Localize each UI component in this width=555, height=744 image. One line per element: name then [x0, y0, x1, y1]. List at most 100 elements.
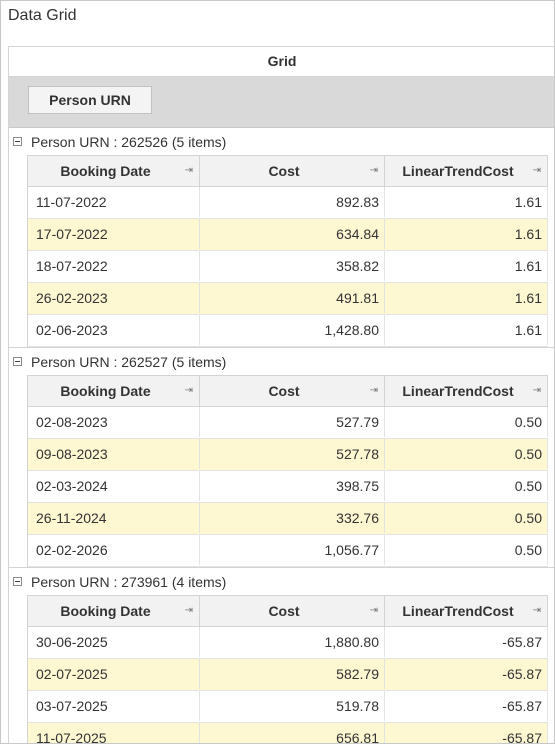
table-row[interactable]: 02-08-2023 527.79 0.50 — [28, 407, 548, 439]
table-row[interactable]: 30-06-2025 1,880.80 -65.87 — [28, 627, 548, 659]
cell-booking-date[interactable]: 03-07-2025 — [28, 691, 200, 721]
cell-cost[interactable]: 582.79 — [200, 659, 385, 689]
column-header-label: Cost — [268, 163, 300, 179]
grid-control: Grid Person URN Person URN : 262526 (5 i… — [8, 46, 554, 743]
collapse-icon[interactable] — [13, 357, 22, 366]
pin-column-icon[interactable]: ⇥ — [184, 605, 193, 616]
table-row[interactable]: 17-07-2022 634.84 1.61 — [28, 219, 548, 251]
table-row[interactable]: 26-02-2023 491.81 1.61 — [28, 283, 548, 315]
cell-linear-trend-cost[interactable]: 1.61 — [385, 283, 548, 313]
table-row[interactable]: 02-02-2026 1,056.77 0.50 — [28, 535, 548, 567]
column-header-row: Booking Date ⇥ Cost ⇥ LinearTrendCost ⇥ — [28, 155, 548, 187]
table-row[interactable]: 26-11-2024 332.76 0.50 — [28, 503, 548, 535]
cell-cost[interactable]: 491.81 — [200, 283, 385, 313]
table-row[interactable]: 02-06-2023 1,428.80 1.61 — [28, 315, 548, 347]
cell-cost[interactable]: 892.83 — [200, 187, 385, 217]
group-label: Person URN : 273961 (4 items) — [31, 574, 227, 590]
column-header-label: Booking Date — [60, 383, 151, 399]
grouped-rows: Person URN : 262526 (5 items) Booking Dat… — [9, 128, 554, 743]
cell-cost[interactable]: 527.79 — [200, 407, 385, 437]
pin-column-icon[interactable]: ⇥ — [532, 605, 541, 616]
cell-booking-date[interactable]: 17-07-2022 — [28, 219, 200, 249]
group-label: Person URN : 262527 (5 items) — [31, 354, 227, 370]
cell-booking-date[interactable]: 26-11-2024 — [28, 503, 200, 533]
cell-linear-trend-cost[interactable]: 0.50 — [385, 535, 548, 565]
table-row[interactable]: 02-07-2025 582.79 -65.87 — [28, 659, 548, 691]
cell-booking-date[interactable]: 02-07-2025 — [28, 659, 200, 689]
pin-column-icon[interactable]: ⇥ — [532, 165, 541, 176]
cell-linear-trend-cost[interactable]: 0.50 — [385, 503, 548, 533]
cell-cost[interactable]: 634.84 — [200, 219, 385, 249]
cell-linear-trend-cost[interactable]: 1.61 — [385, 315, 548, 345]
table-row[interactable]: 09-08-2023 527.78 0.50 — [28, 439, 548, 471]
group-header-row[interactable]: Person URN : 262527 (5 items) — [9, 348, 554, 375]
cell-cost[interactable]: 519.78 — [200, 691, 385, 721]
column-header-row: Booking Date ⇥ Cost ⇥ LinearTrendCost ⇥ — [28, 595, 548, 627]
column-header-label: LinearTrendCost — [402, 603, 514, 619]
table-row[interactable]: 11-07-2022 892.83 1.61 — [28, 187, 548, 219]
cell-booking-date[interactable]: 09-08-2023 — [28, 439, 200, 469]
cell-booking-date[interactable]: 18-07-2022 — [28, 251, 200, 281]
pin-column-icon[interactable]: ⇥ — [369, 385, 378, 396]
header-booking-date[interactable]: Booking Date ⇥ — [28, 376, 200, 406]
cell-cost[interactable]: 1,880.80 — [200, 627, 385, 657]
cell-booking-date[interactable]: 02-06-2023 — [28, 315, 200, 345]
pin-column-icon[interactable]: ⇥ — [369, 165, 378, 176]
cell-cost[interactable]: 332.76 — [200, 503, 385, 533]
cell-linear-trend-cost[interactable]: 0.50 — [385, 471, 548, 501]
cell-linear-trend-cost[interactable]: 1.61 — [385, 219, 548, 249]
cell-cost[interactable]: 527.78 — [200, 439, 385, 469]
cell-cost[interactable]: 1,056.77 — [200, 535, 385, 565]
pin-column-icon[interactable]: ⇥ — [184, 385, 193, 396]
header-linear-trend-cost[interactable]: LinearTrendCost ⇥ — [385, 156, 548, 186]
grid-caption: Grid — [9, 47, 554, 77]
cell-linear-trend-cost[interactable]: 1.61 — [385, 187, 548, 217]
column-header-label: Cost — [268, 383, 300, 399]
column-header-label: LinearTrendCost — [402, 383, 514, 399]
header-linear-trend-cost[interactable]: LinearTrendCost ⇥ — [385, 376, 548, 406]
header-cost[interactable]: Cost ⇥ — [200, 376, 385, 406]
cell-cost[interactable]: 358.82 — [200, 251, 385, 281]
group-table: Booking Date ⇥ Cost ⇥ LinearTrendCost ⇥ 11-07-… — [27, 155, 548, 347]
pin-column-icon[interactable]: ⇥ — [532, 385, 541, 396]
table-row[interactable]: 11-07-2025 656.81 -65.87 — [28, 723, 548, 743]
cell-booking-date[interactable]: 26-02-2023 — [28, 283, 200, 313]
cell-linear-trend-cost[interactable]: -65.87 — [385, 723, 548, 743]
cell-booking-date[interactable]: 02-03-2024 — [28, 471, 200, 501]
cell-linear-trend-cost[interactable]: 1.61 — [385, 251, 548, 281]
cell-linear-trend-cost[interactable]: 0.50 — [385, 407, 548, 437]
cell-linear-trend-cost[interactable]: -65.87 — [385, 659, 548, 689]
header-cost[interactable]: Cost ⇥ — [200, 156, 385, 186]
header-booking-date[interactable]: Booking Date ⇥ — [28, 156, 200, 186]
cell-booking-date[interactable]: 11-07-2025 — [28, 723, 200, 743]
group-label: Person URN : 262526 (5 items) — [31, 134, 227, 150]
cell-booking-date[interactable]: 02-02-2026 — [28, 535, 200, 565]
cell-booking-date[interactable]: 30-06-2025 — [28, 627, 200, 657]
table-row[interactable]: 02-03-2024 398.75 0.50 — [28, 471, 548, 503]
window-title: Data Grid — [8, 7, 77, 24]
cell-booking-date[interactable]: 11-07-2022 — [28, 187, 200, 217]
header-linear-trend-cost[interactable]: LinearTrendCost ⇥ — [385, 596, 548, 626]
group-header-row[interactable]: Person URN : 273961 (4 items) — [9, 568, 554, 595]
cell-cost[interactable]: 1,428.80 — [200, 315, 385, 345]
cell-cost[interactable]: 398.75 — [200, 471, 385, 501]
collapse-icon[interactable] — [13, 137, 22, 146]
cell-linear-trend-cost[interactable]: -65.87 — [385, 627, 548, 657]
cell-booking-date[interactable]: 02-08-2023 — [28, 407, 200, 437]
table-row[interactable]: 18-07-2022 358.82 1.61 — [28, 251, 548, 283]
pin-column-icon[interactable]: ⇥ — [369, 605, 378, 616]
cell-linear-trend-cost[interactable]: 0.50 — [385, 439, 548, 469]
cell-cost[interactable]: 656.81 — [200, 723, 385, 743]
group-table: Booking Date ⇥ Cost ⇥ LinearTrendCost ⇥ 30-06-… — [27, 595, 548, 743]
header-cost[interactable]: Cost ⇥ — [200, 596, 385, 626]
group-header-row[interactable]: Person URN : 262526 (5 items) — [9, 128, 554, 155]
table-row[interactable]: 03-07-2025 519.78 -65.87 — [28, 691, 548, 723]
column-header-label: LinearTrendCost — [402, 163, 514, 179]
collapse-icon[interactable] — [13, 577, 22, 586]
header-booking-date[interactable]: Booking Date ⇥ — [28, 596, 200, 626]
group-by-chip-person-urn[interactable]: Person URN — [28, 86, 152, 114]
cell-linear-trend-cost[interactable]: -65.87 — [385, 691, 548, 721]
pin-column-icon[interactable]: ⇥ — [184, 165, 193, 176]
group-by-panel: Person URN — [9, 77, 554, 128]
